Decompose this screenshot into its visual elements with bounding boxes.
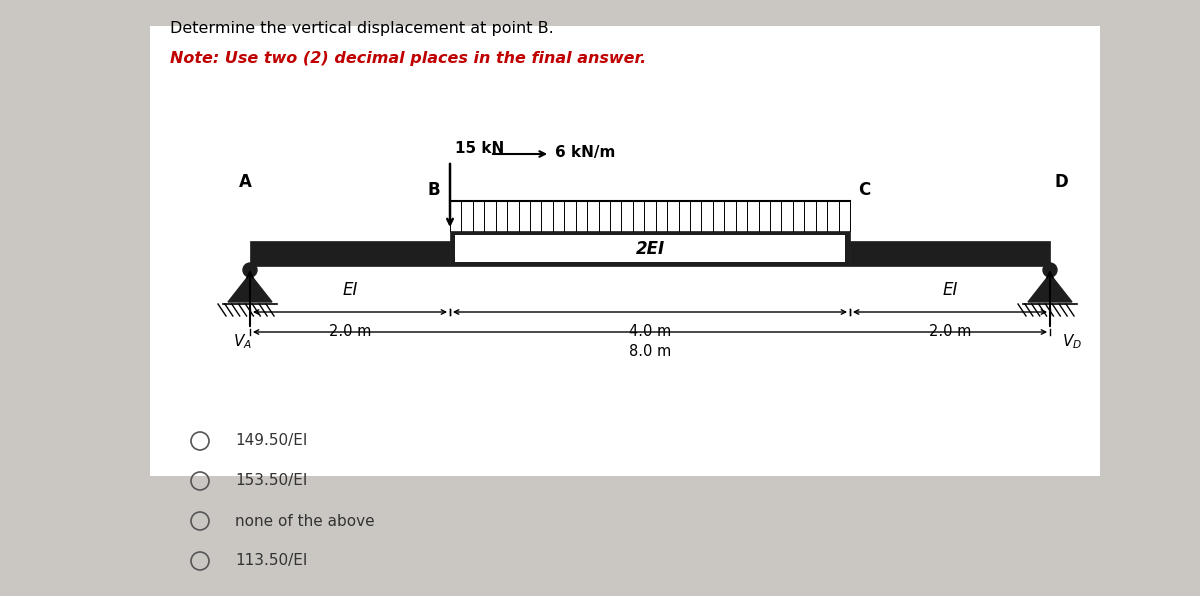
Text: C: C [858, 181, 870, 199]
Bar [450, 231, 850, 266]
Text: none of the above: none of the above [235, 514, 374, 529]
Circle shape [1043, 263, 1057, 277]
Text: $V_A$: $V_A$ [233, 332, 252, 350]
Text: EI: EI [342, 281, 358, 299]
Text: 2EI: 2EI [636, 240, 665, 257]
Bar [850, 241, 1050, 266]
Text: 2.0 m: 2.0 m [329, 324, 371, 339]
Text: Note: Use two (2) decimal places in the final answer.: Note: Use two (2) decimal places in the … [170, 51, 647, 66]
Text: 113.50/EI: 113.50/EI [235, 554, 307, 569]
Text: 8.0 m: 8.0 m [629, 344, 671, 359]
Text: 153.50/EI: 153.50/EI [235, 473, 307, 489]
Bar [150, 26, 1100, 476]
Text: Determine the vertical displacement at point B.: Determine the vertical displacement at p… [170, 21, 553, 36]
Text: A: A [239, 173, 252, 191]
Text: 2.0 m: 2.0 m [929, 324, 971, 339]
Text: EI: EI [942, 281, 958, 299]
Text: 149.50/EI: 149.50/EI [235, 433, 307, 449]
Text: 4.0 m: 4.0 m [629, 324, 671, 339]
Circle shape [242, 263, 257, 277]
Bar [250, 241, 450, 266]
Polygon shape [228, 274, 272, 302]
Text: 15 kN: 15 kN [455, 141, 504, 156]
Text: $V_D$: $V_D$ [1062, 332, 1082, 350]
Text: B: B [427, 181, 440, 199]
Text: 6 kN/m: 6 kN/m [554, 144, 616, 160]
Text: D: D [1055, 173, 1069, 191]
Bar [455, 235, 845, 262]
Polygon shape [1028, 274, 1072, 302]
